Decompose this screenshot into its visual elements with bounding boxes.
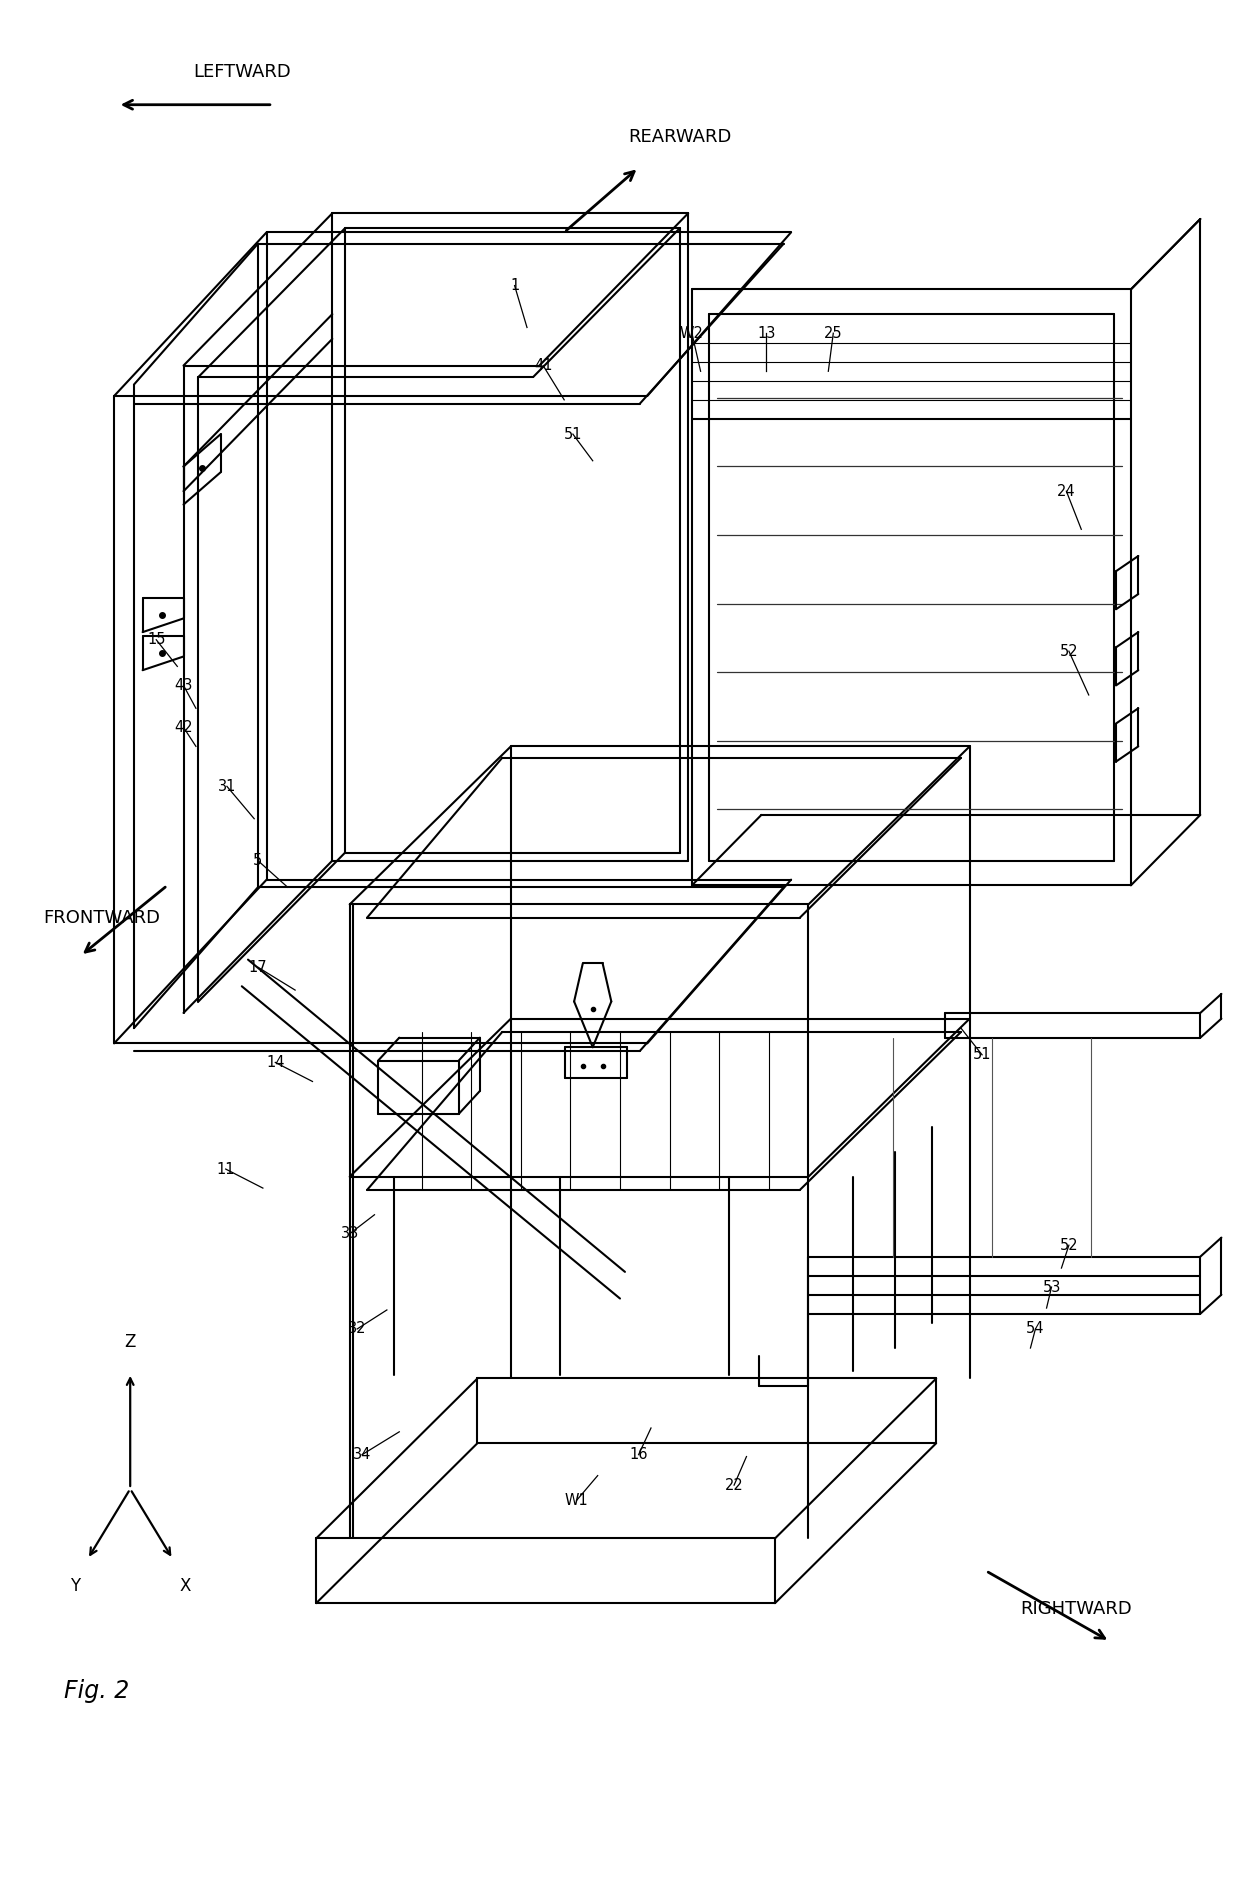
Text: 11: 11 — [217, 1161, 234, 1177]
Text: 43: 43 — [175, 678, 192, 693]
Text: 5: 5 — [253, 853, 263, 868]
Text: W2: W2 — [680, 326, 704, 341]
Text: 13: 13 — [758, 326, 775, 341]
Text: 54: 54 — [1027, 1321, 1044, 1337]
Text: LEFTWARD: LEFTWARD — [193, 63, 290, 82]
Text: 34: 34 — [353, 1447, 371, 1462]
Text: 16: 16 — [630, 1447, 647, 1462]
Text: 52: 52 — [1059, 1238, 1079, 1253]
Text: 1: 1 — [510, 278, 520, 293]
Text: 33: 33 — [341, 1226, 358, 1241]
Text: REARWARD: REARWARD — [627, 128, 732, 147]
Text: 25: 25 — [823, 326, 843, 341]
Text: 41: 41 — [534, 358, 552, 373]
Text: 24: 24 — [1056, 484, 1076, 499]
Text: 42: 42 — [174, 720, 193, 735]
Text: RIGHTWARD: RIGHTWARD — [1021, 1599, 1132, 1618]
Text: Fig. 2: Fig. 2 — [64, 1679, 130, 1702]
Text: Z: Z — [124, 1333, 136, 1352]
Text: FRONTWARD: FRONTWARD — [43, 908, 160, 927]
Text: 17: 17 — [248, 960, 268, 975]
Text: 51: 51 — [564, 426, 582, 442]
Text: 31: 31 — [218, 779, 236, 794]
Text: Y: Y — [71, 1577, 81, 1596]
Text: 51: 51 — [973, 1047, 991, 1062]
Text: 22: 22 — [724, 1478, 744, 1493]
Text: 14: 14 — [267, 1055, 284, 1070]
Text: 52: 52 — [1059, 644, 1079, 659]
Text: W1: W1 — [564, 1493, 589, 1508]
Text: 32: 32 — [348, 1321, 366, 1337]
Text: 53: 53 — [1043, 1279, 1060, 1295]
Text: 15: 15 — [148, 632, 165, 647]
Text: X: X — [180, 1577, 191, 1596]
